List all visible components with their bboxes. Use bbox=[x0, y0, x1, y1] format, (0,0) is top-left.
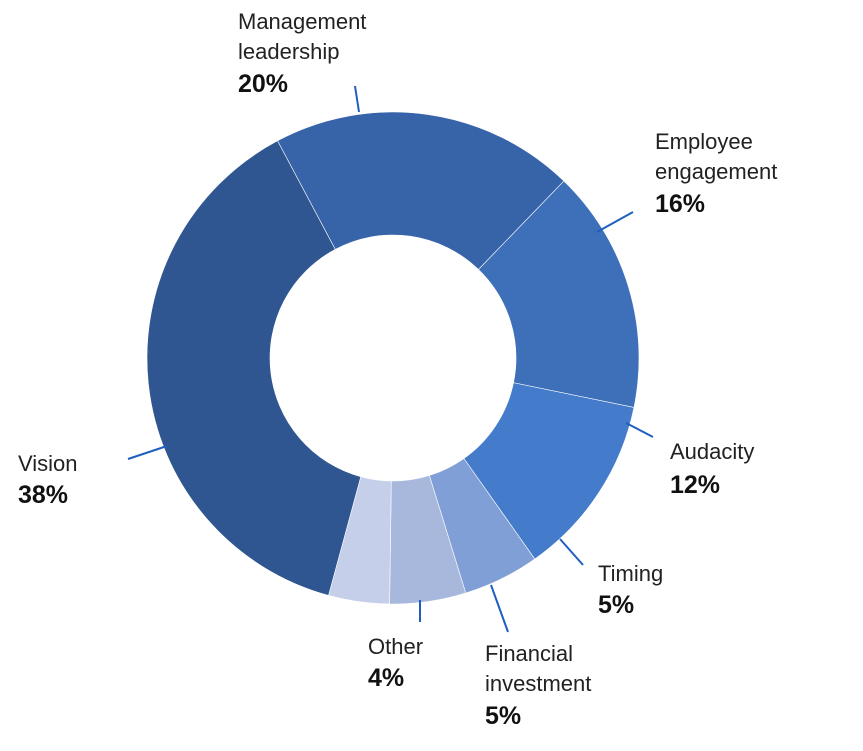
slice-value-label: 4% bbox=[368, 664, 404, 692]
donut-slice bbox=[146, 140, 362, 596]
slice-label-text: Audacity bbox=[670, 439, 754, 464]
slice-label-other: Other 4% bbox=[368, 634, 423, 692]
slice-label-vision: Vision 38% bbox=[18, 451, 78, 509]
slice-value-label: 12% bbox=[670, 471, 720, 499]
leader-line bbox=[559, 538, 584, 566]
leader-line bbox=[127, 445, 168, 460]
leader-line bbox=[490, 584, 509, 633]
slice-label-text: leadership bbox=[238, 39, 340, 64]
slice-label-management-leadership: Management leadership 20% bbox=[238, 9, 366, 98]
slice-label-text: engagement bbox=[655, 159, 777, 184]
slice-value-label: 20% bbox=[238, 70, 288, 98]
slice-label-audacity: Audacity 12% bbox=[670, 439, 754, 499]
leader-line bbox=[596, 211, 634, 233]
slice-label-text: investment bbox=[485, 671, 591, 696]
slice-label-text: Employee bbox=[655, 129, 753, 154]
slice-label-text: Timing bbox=[598, 561, 663, 586]
leader-line bbox=[354, 85, 360, 113]
slice-label-text: Other bbox=[368, 634, 423, 659]
donut-slice bbox=[277, 111, 565, 270]
donut-slices bbox=[146, 111, 640, 605]
donut-slice bbox=[478, 180, 640, 408]
slice-value-label: 38% bbox=[18, 481, 68, 509]
slice-value-label: 5% bbox=[598, 591, 634, 619]
slice-label-financial-investment: Financial investment 5% bbox=[485, 641, 591, 730]
slice-label-timing: Timing 5% bbox=[598, 561, 663, 619]
slice-value-label: 16% bbox=[655, 190, 705, 218]
leader-line bbox=[625, 422, 654, 438]
slice-label-text: Management bbox=[238, 9, 366, 34]
slice-label-text: Financial bbox=[485, 641, 573, 666]
slice-label-employee-engagement: Employee engagement 16% bbox=[655, 129, 777, 218]
leader-lines bbox=[127, 85, 654, 633]
slice-value-label: 5% bbox=[485, 702, 521, 730]
slice-label-text: Vision bbox=[18, 451, 78, 476]
